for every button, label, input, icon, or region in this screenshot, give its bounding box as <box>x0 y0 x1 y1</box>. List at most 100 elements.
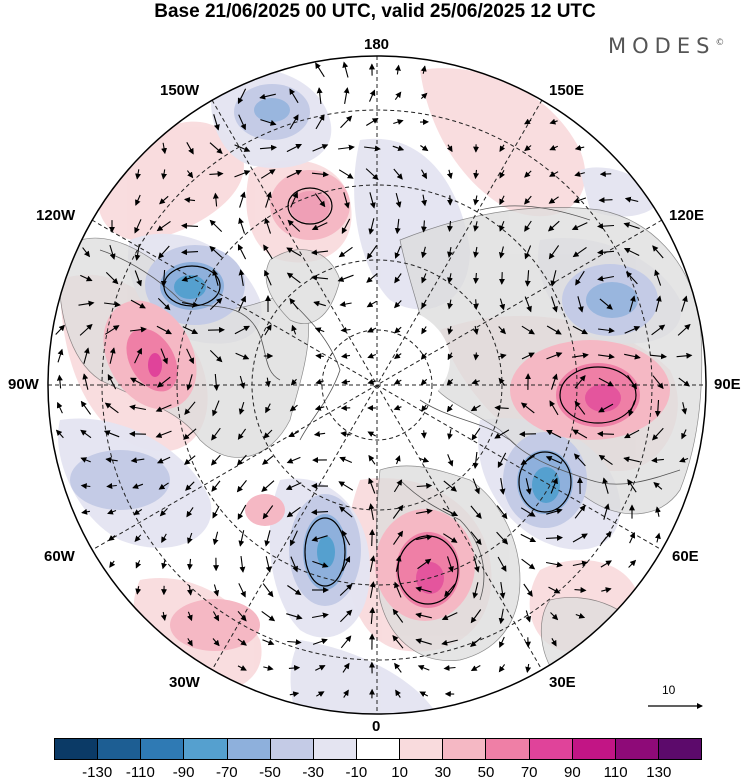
wind-vector-arrow <box>545 456 562 464</box>
wind-vector-arrow <box>598 327 615 334</box>
wind-vector-arrow <box>289 404 298 412</box>
wind-vector-arrow <box>470 404 481 412</box>
wind-vector-arrow <box>132 483 144 489</box>
wind-vector-arrow <box>316 691 325 697</box>
wind-vector-arrow <box>290 191 298 208</box>
wind-vector-arrow <box>441 612 458 621</box>
modes-logo-mark: © <box>715 38 725 48</box>
wind-vector-arrow <box>212 506 220 519</box>
wind-vector-arrow <box>416 534 433 541</box>
wind-vector-arrow <box>524 245 532 260</box>
wind-vector-arrow <box>497 556 507 572</box>
colorbar-segment <box>400 739 444 759</box>
lon-label-120w: 120W <box>36 207 76 224</box>
wind-vector-arrow <box>187 638 193 647</box>
wind-vector-arrow <box>499 195 505 206</box>
wind-vector-arrow <box>286 143 302 153</box>
colorbar-segment <box>55 739 99 759</box>
wind-vector-arrow <box>498 664 506 673</box>
wind-vector-arrow <box>572 533 588 543</box>
wind-vector-arrow <box>499 144 506 153</box>
wind-vector-arrow <box>446 404 454 413</box>
wind-vector-arrow <box>548 196 559 204</box>
wind-vector-arrow <box>421 326 428 335</box>
wind-vector-arrow <box>212 638 220 647</box>
wind-vector-arrow <box>213 114 220 131</box>
wind-vector-arrow <box>212 611 220 622</box>
wind-vector-arrow <box>498 326 506 335</box>
wind-vector-arrow <box>160 348 168 365</box>
wind-vector-arrow <box>369 555 376 572</box>
wind-vector-arrow <box>499 478 506 495</box>
wind-vector-arrow <box>550 477 558 494</box>
colorbar-tick-label: 10 <box>391 764 408 781</box>
wind-vector-arrow <box>572 560 589 567</box>
lon-label-30w: 30W <box>169 674 200 691</box>
wind-vector-arrow <box>550 373 558 390</box>
wind-vector-arrow <box>238 217 246 234</box>
wind-vector-arrow <box>186 374 193 391</box>
wind-vector-arrow <box>108 534 116 542</box>
wind-vector-arrow <box>312 144 329 152</box>
wind-vector-arrow <box>681 429 687 440</box>
wind-vector-arrow <box>186 507 194 518</box>
wind-vector-arrow <box>525 610 532 623</box>
wind-vector-arrow <box>237 428 247 440</box>
wind-vector-arrow <box>313 431 326 437</box>
wind-vector-arrow <box>181 222 199 229</box>
wind-vector-arrow <box>420 352 428 360</box>
wind-vector-arrow <box>286 506 301 518</box>
wind-vector-arrow <box>395 192 402 208</box>
wind-vector-arrow <box>572 429 588 439</box>
wind-vector-arrow <box>339 456 353 464</box>
wind-vector-arrow <box>82 373 89 390</box>
wind-vector-arrow <box>598 403 614 413</box>
wind-vector-arrow <box>109 244 116 260</box>
wind-vector-arrow <box>627 374 637 390</box>
wind-vector-arrow <box>366 245 378 260</box>
wind-vector-arrow <box>311 171 329 178</box>
wind-vector-arrow <box>548 586 561 594</box>
wind-vector-arrow <box>574 375 586 389</box>
wind-vector-arrow <box>343 689 349 698</box>
wind-vector-arrow <box>341 352 351 359</box>
wind-vector-arrow <box>104 402 119 414</box>
wind-vector-arrow <box>520 533 537 543</box>
wind-vector-arrow <box>417 558 432 570</box>
wind-vector-arrow <box>235 352 250 360</box>
wind-vector-arrow <box>79 323 93 336</box>
wind-vector-arrow <box>627 478 637 493</box>
wind-vector-arrow <box>652 427 664 441</box>
wind-vector-arrow <box>311 535 328 542</box>
colorbar-tick-label: -130 <box>82 764 113 781</box>
wind-vector-arrow <box>421 273 427 284</box>
wind-vector-arrow <box>520 455 536 465</box>
wind-vector-arrow <box>443 665 456 672</box>
wind-vector-arrow <box>498 353 507 360</box>
modes-logo-text: MODES <box>608 34 716 58</box>
wind-vector-arrow <box>494 404 509 411</box>
wind-vector-arrow <box>184 455 196 465</box>
wind-vector-arrow <box>234 325 250 335</box>
wind-vector-arrow <box>654 269 662 286</box>
coastlines <box>99 205 681 601</box>
wind-vector-arrow <box>549 400 559 416</box>
wind-vector-arrow <box>597 249 615 256</box>
colorbar-segment <box>486 739 530 759</box>
wind-vector-arrow <box>652 375 664 390</box>
wind-vector-arrow <box>312 560 329 568</box>
wind-vector-arrow <box>447 273 453 284</box>
wind-vector-arrow <box>420 430 427 439</box>
wind-vector-arrow <box>520 402 535 414</box>
wind-vector-arrow <box>470 609 482 624</box>
wind-vector-arrow <box>392 635 404 649</box>
wind-vector-arrow <box>601 587 612 593</box>
wind-vector-arrow <box>160 611 167 621</box>
wind-vector-arrow <box>338 144 355 151</box>
wind-vector-arrow <box>339 301 352 308</box>
wind-vector-arrow <box>499 298 506 311</box>
wind-vector-arrow <box>313 300 326 307</box>
wind-vector-arrow <box>523 583 533 597</box>
wind-vector-arrow <box>521 325 535 335</box>
